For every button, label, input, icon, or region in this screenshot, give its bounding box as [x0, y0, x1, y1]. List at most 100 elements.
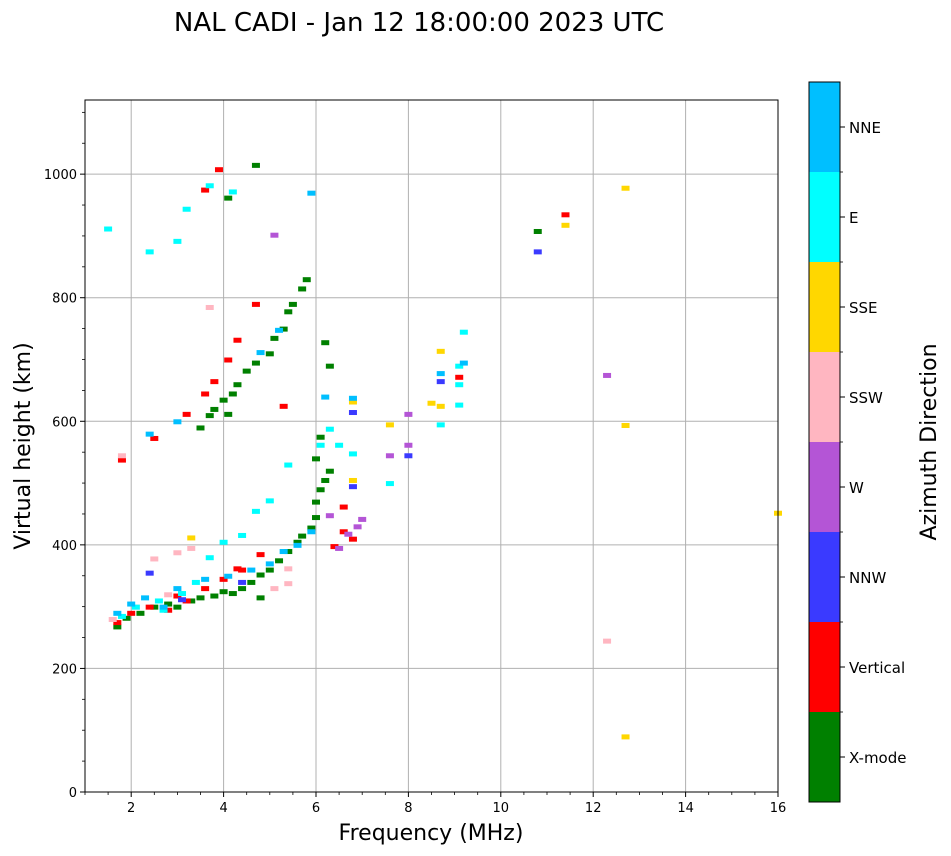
echo-point-x-mode: [275, 558, 284, 564]
echo-point-e: [335, 442, 344, 448]
echo-point-vertical: [201, 187, 210, 193]
echo-point-x-mode: [164, 601, 173, 607]
echo-point-vertical: [348, 536, 357, 542]
echo-point-nnw: [436, 379, 445, 385]
echo-point-vertical: [238, 567, 247, 573]
echo-point-nne: [279, 549, 288, 555]
echo-point-x-mode: [224, 411, 233, 417]
colorbar-tick-label: SSE: [849, 299, 878, 317]
colorbar-segment: [809, 82, 840, 172]
echo-point-x-mode: [242, 368, 251, 374]
y-tick-label: 1000: [44, 168, 77, 183]
colorbar: X-mode Vertical NNW W SSW SSE E NNE: [808, 81, 906, 803]
echo-point-x-mode: [238, 586, 247, 592]
echo-point-nne: [265, 561, 274, 567]
echo-point-vertical: [173, 593, 182, 599]
echo-point-vertical: [224, 357, 233, 363]
echo-point-e: [154, 598, 163, 604]
echo-point-nne: [256, 350, 265, 356]
echo-point-x-mode: [196, 425, 205, 431]
echo-point-x-mode: [247, 579, 256, 585]
echo-point-vertical: [339, 504, 348, 510]
echo-point-w: [270, 232, 279, 238]
colorbar-segment: [809, 442, 840, 532]
y-tick-label: 200: [52, 662, 77, 677]
echo-point-vertical: [164, 607, 173, 613]
echo-point-w: [404, 411, 413, 417]
echo-point-x-mode: [233, 382, 242, 388]
echo-point-nnw: [178, 597, 187, 603]
echo-point-nne: [321, 394, 330, 400]
echo-point-nnw: [348, 410, 357, 416]
echo-point-e: [459, 329, 468, 335]
colorbar-segment: [809, 712, 840, 802]
echo-point-x-mode: [228, 591, 237, 597]
echo-point-ssw: [603, 638, 612, 644]
echo-point-vertical: [219, 576, 228, 582]
echo-point-ssw: [150, 556, 159, 562]
echo-point-nne: [348, 395, 357, 401]
echo-point-x-mode: [312, 515, 320, 521]
echo-point-x-mode: [279, 326, 288, 332]
echo-point-nne: [224, 573, 233, 579]
echo-point-x-mode: [187, 598, 196, 604]
x-axis: 2 4 6 8 10 12 14 16: [84, 792, 786, 816]
echo-point-nnw: [145, 570, 154, 576]
echo-point-x-mode: [224, 195, 233, 201]
echo-point-x-mode: [321, 340, 330, 346]
echo-point-nne: [293, 542, 302, 548]
colorbar-tick-label: E: [849, 209, 858, 227]
echo-point-x-mode: [256, 572, 265, 578]
echo-point-nne: [173, 586, 182, 592]
echo-point-nne: [436, 371, 445, 377]
echo-point-w: [353, 524, 362, 530]
echo-point-vertical: [145, 604, 154, 610]
chart-title: NAL CADI - Jan 12 18:00:00 2023 UTC: [174, 8, 664, 38]
echo-point-e: [348, 451, 357, 457]
echo-point-w: [358, 516, 367, 522]
echo-point-x-mode: [113, 624, 122, 630]
echo-point-x-mode: [288, 301, 297, 307]
grid: [85, 100, 779, 793]
echo-point-e: [145, 249, 154, 255]
echo-point-vertical: [113, 620, 122, 626]
colorbar-tick-label: NNW: [849, 569, 886, 587]
echo-point-e: [455, 402, 464, 408]
x-tick-label: 12: [585, 801, 602, 816]
colorbar-segment: [809, 352, 840, 442]
colorbar-segment: [809, 622, 840, 712]
echo-point-w: [335, 545, 344, 551]
echo-point-nne: [275, 327, 284, 333]
echo-point-x-mode: [150, 604, 159, 610]
echo-point-nnw: [404, 453, 413, 459]
echo-point-x-mode: [251, 162, 260, 168]
echo-point-x-mode: [265, 567, 274, 573]
echo-point-e: [238, 532, 247, 538]
echo-point-x-mode: [312, 456, 320, 462]
colorbar-frame: [808, 81, 841, 803]
echo-point-nne: [159, 604, 168, 610]
echo-point-e: [251, 508, 260, 514]
echo-point-vertical: [201, 586, 210, 592]
echo-point-x-mode: [219, 397, 228, 403]
echo-point-ssw: [164, 592, 173, 598]
echo-point-e: [131, 604, 140, 610]
echo-point-ssw: [108, 617, 117, 622]
echo-point-ssw: [187, 545, 196, 551]
echo-point-e: [455, 363, 464, 369]
x-axis-label: Frequency (MHz): [339, 821, 524, 846]
echo-point-ssw: [270, 586, 279, 592]
colorbar-segment: [809, 532, 840, 622]
echo-point-sse: [621, 734, 630, 740]
echo-point-sse: [621, 422, 630, 428]
echo-point-w: [603, 372, 612, 378]
echo-point-x-mode: [122, 615, 131, 621]
echo-point-x-mode: [265, 351, 274, 357]
echo-point-ssw: [205, 304, 214, 310]
echo-point-e: [265, 498, 274, 504]
echo-point-x-mode: [298, 286, 307, 292]
echo-point-nne: [141, 595, 150, 601]
echo-point-ssw: [117, 453, 126, 459]
echo-point-nne: [247, 567, 256, 573]
